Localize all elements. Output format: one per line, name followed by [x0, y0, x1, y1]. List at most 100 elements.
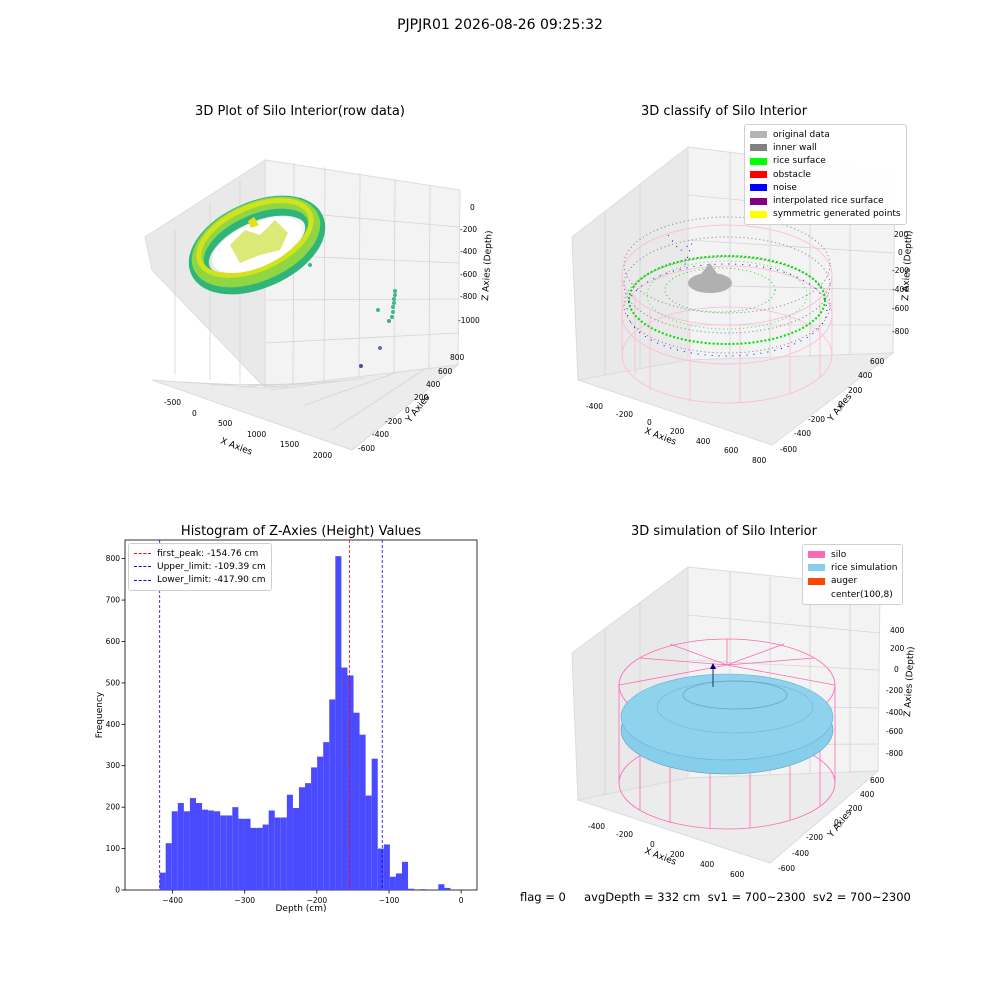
raw-ztick: 0: [470, 203, 475, 212]
classify-legend-swatch: [750, 131, 767, 139]
simulation-legend-swatch: [808, 577, 825, 585]
raw-z-label: Z Axies (Depth): [481, 230, 495, 301]
histogram-bar: [208, 810, 215, 890]
classify-inner-wall: [623, 216, 831, 354]
histogram-bar: [347, 675, 354, 890]
histogram-bar: [244, 818, 251, 890]
raw-ztick: -600: [460, 270, 477, 279]
histogram-bar: [183, 811, 190, 890]
histogram-bar: [262, 824, 269, 890]
histogram-bar: [305, 783, 312, 890]
histogram-reference-lines: [159, 540, 383, 890]
histogram-bar: [329, 699, 336, 890]
histogram-y-tick-label: 700: [106, 596, 121, 605]
classify-ytick: 0: [838, 400, 843, 409]
histogram-x-tick-label: −200: [307, 896, 328, 905]
histogram-bar: [220, 815, 227, 890]
simulation-legend-item: center(100,8): [808, 588, 897, 601]
histogram-bar: [256, 827, 263, 890]
raw-3d-plot: -500 0 500 1000 1500 2000 X Axies 800 60…: [144, 159, 495, 460]
classify-z-label: Z Axies (Depth): [901, 230, 915, 301]
histogram-bar: [323, 742, 330, 890]
classify-legend-item: original data: [750, 128, 901, 141]
histogram-bar: [232, 807, 239, 890]
classify-ytick: -200: [808, 415, 825, 424]
histogram-bar: [280, 817, 287, 890]
histogram-plot: −400 −300 −200 −100 0 0 100 200 300 400 500 600 700…: [95, 539, 478, 914]
raw-ztick: -200: [460, 225, 477, 234]
simulation-z-ticks: 400 200 0 -200 -400 -600 -800: [886, 626, 905, 758]
histogram-y-label: Frequency: [95, 691, 105, 738]
raw-xtick: 1500: [280, 440, 299, 449]
histogram-bar: [292, 807, 299, 890]
simulation-ytick: -200: [806, 833, 823, 842]
histogram-y-tick-label: 400: [106, 720, 121, 729]
histogram-legend-line: [134, 579, 151, 581]
simulation-ytick: 400: [860, 790, 875, 799]
histogram-legend-item: Upper_limit: -109.39 cm: [134, 560, 266, 573]
classify-silo-wireframe: [621, 224, 833, 404]
histogram-bar: [438, 884, 445, 890]
histogram-bar: [383, 844, 390, 890]
classify-legend: original data inner wall rice surface obsta…: [744, 124, 907, 226]
classify-ztick: -400: [892, 285, 909, 294]
classify-legend-label: symmetric generated points: [773, 209, 901, 220]
classify-legend-item: rice surface: [750, 155, 901, 168]
histogram-x-tick-label: −300: [234, 896, 255, 905]
classify-noise-points: [626, 234, 828, 357]
histogram-bars: [159, 556, 451, 890]
histogram-bar: [195, 803, 203, 890]
histogram-bar: [371, 758, 378, 890]
raw-point-cloud-ring: [188, 195, 326, 295]
classify-xtick: 0: [647, 418, 652, 427]
simulation-rice-surface: [620, 673, 834, 775]
classify-legend-label: original data: [773, 129, 830, 140]
histogram-x-tick-label: 0: [459, 896, 464, 905]
figure-title: PJPJR01 2026-08-26 09:25:32: [397, 17, 603, 33]
raw-ytick: 400: [426, 380, 441, 389]
histogram-bar: [377, 848, 384, 890]
classify-ytick: -600: [780, 445, 797, 454]
histogram-y-tick-label: 0: [115, 886, 120, 895]
simulation-legend-label: center(100,8): [831, 589, 893, 600]
histogram-bar: [189, 798, 196, 890]
raw-ytick: -200: [385, 417, 402, 426]
raw-ztick: -400: [460, 247, 477, 256]
simulation-x-ticks: -400 -200 0 200 400 600: [588, 822, 745, 879]
classify-xtick: -200: [616, 410, 633, 419]
simulation-plot-title: 3D simulation of Silo Interior: [631, 524, 817, 539]
raw-ytick: 800: [450, 353, 465, 362]
histogram-legend-item: Lower_limit: -417.90 cm: [134, 574, 266, 587]
simulation-xtick: 400: [700, 860, 715, 869]
classify-ytick: 400: [858, 371, 873, 380]
classify-legend-item: noise: [750, 181, 901, 194]
classify-z-ticks: 200 0 -200 -400 -600 -800: [892, 230, 909, 336]
simulation-ztick: 0: [894, 665, 899, 674]
classify-ztick: -200: [892, 266, 909, 275]
histogram-y-ticks: 0 100 200 300 400 500 600 700 800: [106, 554, 125, 895]
histogram-legend-item: first_peak: -154.76 cm: [134, 547, 266, 560]
histogram-legend-label: first_peak: -154.76 cm: [157, 548, 259, 559]
classify-x-ticks: -400 -200 0 200 400 600 800: [586, 402, 767, 465]
histogram-bar: [311, 767, 318, 890]
histogram-y-tick-label: 500: [106, 678, 121, 687]
histogram-bar: [214, 811, 221, 890]
histogram-bar: [165, 843, 172, 890]
classify-legend-item: symmetric generated points: [750, 208, 901, 221]
histogram-bar: [298, 787, 306, 890]
simulation-legend: silo rice simulation auger center(100,8): [802, 544, 904, 606]
classify-pane-floor: [577, 352, 895, 446]
simulation-ztick: 400: [890, 626, 905, 635]
histogram-bar: [177, 803, 184, 890]
raw-x-label: X Axies: [219, 436, 254, 457]
classify-legend-label: interpolated rice surface: [773, 196, 884, 207]
raw-pane-floor: [151, 364, 460, 451]
simulation-ytick: 0: [834, 818, 839, 827]
simulation-ztick: -600: [886, 727, 903, 736]
histogram-legend-line: [134, 553, 151, 555]
classify-original-center: [688, 263, 732, 293]
histogram-legend-line: [134, 566, 151, 568]
histogram-x-label: Depth (cm): [275, 904, 326, 914]
simulation-pane-floor: [576, 770, 880, 864]
simulation-xtick: 0: [650, 840, 655, 849]
